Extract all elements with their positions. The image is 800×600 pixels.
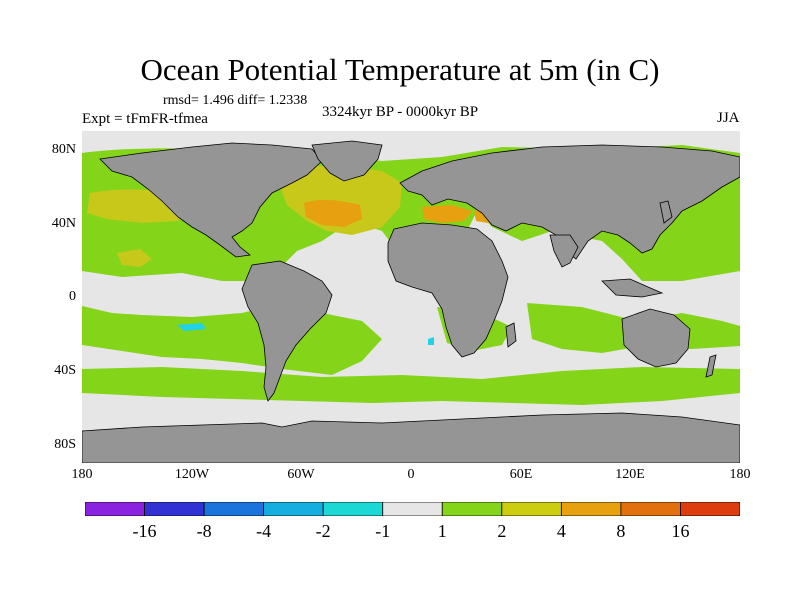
colorbar-swatch [680,502,740,516]
land-eurasia [399,144,740,260]
land-greenland [311,140,383,182]
land-north-america [99,142,323,258]
lon-label-60e: 60E [509,467,533,482]
lon-label-120w: 120W [174,467,210,482]
colorbar-tick-label: 16 [671,521,690,541]
land-antarctica [82,412,740,463]
colorbar-swatch [263,502,324,516]
experiment-label: Expt = tFmFR-tfmea [82,111,208,127]
stats-text: rmsd= 1.496 diff= 1.2338 [163,93,308,108]
colorbar-swatch [382,502,443,516]
land [82,140,740,463]
lon-label-180e: 180 [729,467,751,482]
lat-label-40s: 40S [54,363,76,378]
temperature-map [82,131,740,463]
land-japan [659,200,673,224]
colorbar-swatch [441,502,503,516]
lat-label-40n: 40N [51,216,76,231]
colorbar-swatch [620,502,681,516]
land-indonesia [601,278,664,298]
lat-label-80s: 80S [54,437,76,452]
land-madagascar [505,322,517,348]
lon-label-180w: 180 [71,467,93,482]
colorbar-swatch [144,502,205,516]
lon-label-120e: 120E [615,467,645,482]
lon-label-0: 0 [407,467,415,482]
lat-label-80n: 80N [51,142,76,157]
land-australia [621,308,691,368]
season-label: JJA [717,110,740,126]
colorbar-tick-label: -2 [315,521,331,541]
colorbar-tick-label: -1 [375,521,391,541]
period-label: 3324kyr BP - 0000kyr BP [322,104,479,120]
colorbar-swatch [203,502,265,516]
land-new-zealand [705,354,717,378]
colorbar-tick-label: -8 [196,521,212,541]
colorbar-swatch [322,502,384,516]
colorbar-tick-label: 2 [497,521,507,541]
map-title: Ocean Potential Temperature at 5m (in C) [140,52,660,87]
colorbar-tick-label: 8 [616,521,626,541]
land-africa [387,222,509,358]
colorbar-swatch [85,502,145,516]
colorbar-swatch [501,502,562,516]
colorbar-tick-label: -16 [132,521,157,541]
colorbar-swatch [560,502,622,516]
colorbar-tick-label: 1 [437,521,447,541]
colorbar-tick-label: -4 [256,521,272,541]
colorbar [85,502,740,516]
lat-label-0: 0 [69,289,76,304]
colorbar-tick-label: 4 [556,521,566,541]
land-south-america [241,260,333,402]
land-india [549,234,579,268]
lon-label-60w: 60W [287,467,315,482]
